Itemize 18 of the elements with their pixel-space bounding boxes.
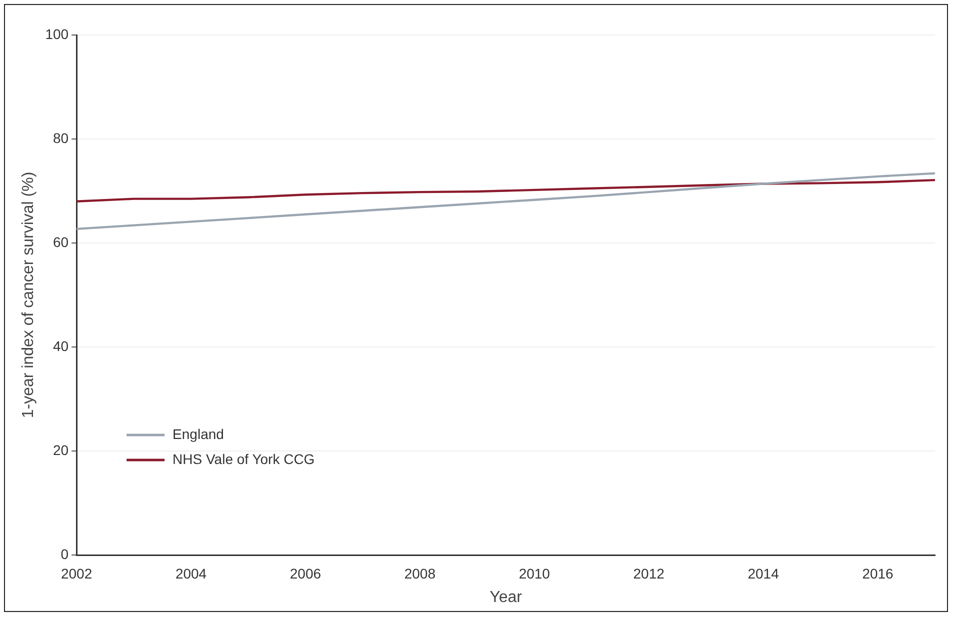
x-tick-label: 2010 [518, 565, 550, 582]
x-tick-label: 2004 [175, 565, 207, 582]
y-tick-label: 100 [45, 26, 69, 42]
y-tick-label: 0 [60, 546, 69, 562]
legend-label: England [172, 426, 224, 442]
x-tick-label: 2002 [60, 565, 92, 582]
x-tick-label: 2006 [290, 565, 322, 582]
y-tick-label: 20 [52, 442, 69, 458]
y-axis-title: 1-year index of cancer survival (%) [20, 172, 38, 418]
x-tick-label: 2012 [633, 565, 665, 582]
x-tick-label: 2016 [862, 565, 894, 582]
x-axis-title: Year [490, 588, 523, 606]
y-tick-label: 80 [52, 130, 69, 146]
y-tick-label: 60 [52, 234, 69, 250]
x-tick-label: 2014 [748, 565, 780, 582]
legend-label: NHS Vale of York CCG [172, 450, 315, 467]
y-tick-label: 40 [52, 338, 69, 354]
x-tick-label: 2008 [404, 565, 436, 582]
